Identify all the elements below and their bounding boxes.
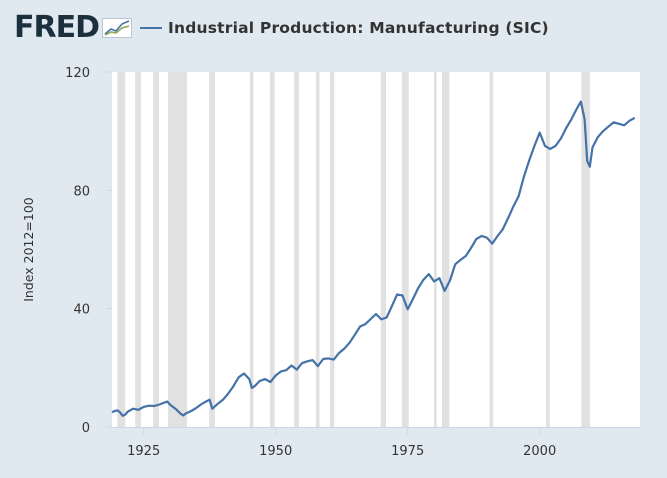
header: FRED Industrial Production: Manufacturin… bbox=[14, 10, 549, 46]
legend-label[interactable]: Industrial Production: Manufacturing (SI… bbox=[168, 19, 549, 37]
recession-band-0 bbox=[117, 72, 126, 427]
x-tick-label: 2000 bbox=[523, 444, 556, 459]
recession-band-12 bbox=[434, 72, 437, 427]
y-axis-label: Index 2012=100 bbox=[21, 197, 36, 302]
plot-area bbox=[112, 72, 640, 427]
recession-band-10 bbox=[380, 72, 387, 427]
line-chart-icon bbox=[102, 18, 132, 42]
y-tick-label: 80 bbox=[73, 184, 90, 199]
y-tick-label: 40 bbox=[73, 303, 90, 318]
x-axis: 1925 1950 1975 2000 bbox=[112, 427, 640, 459]
recession-band-11 bbox=[401, 72, 409, 427]
legend: Industrial Production: Manufacturing (SI… bbox=[140, 19, 549, 37]
recession-band-8 bbox=[315, 72, 320, 427]
recession-band-16 bbox=[581, 72, 590, 427]
legend-line-swatch bbox=[140, 27, 162, 29]
x-tick-label: 1925 bbox=[127, 444, 160, 459]
y-tick-label: 0 bbox=[82, 421, 90, 436]
recession-band-9 bbox=[330, 72, 335, 427]
recession-band-15 bbox=[546, 72, 550, 427]
recession-band-2 bbox=[153, 72, 159, 427]
recession-band-4 bbox=[209, 72, 215, 427]
recession-band-14 bbox=[489, 72, 494, 427]
recession-band-3 bbox=[167, 72, 187, 427]
recession-band-1 bbox=[135, 72, 142, 427]
fred-logo[interactable]: FRED bbox=[14, 10, 100, 45]
recession-band-7 bbox=[294, 72, 299, 427]
y-axis: 0 40 80 120 bbox=[65, 66, 112, 436]
x-tick-label: 1950 bbox=[259, 444, 292, 459]
recession-band-13 bbox=[442, 72, 450, 427]
x-tick-label: 1975 bbox=[391, 444, 424, 459]
series-line[interactable] bbox=[111, 100, 636, 417]
recession-band-5 bbox=[249, 72, 254, 427]
y-tick-label: 120 bbox=[65, 66, 90, 81]
recession-bands bbox=[117, 72, 590, 427]
recession-band-6 bbox=[269, 72, 275, 427]
series-layer bbox=[111, 100, 636, 417]
